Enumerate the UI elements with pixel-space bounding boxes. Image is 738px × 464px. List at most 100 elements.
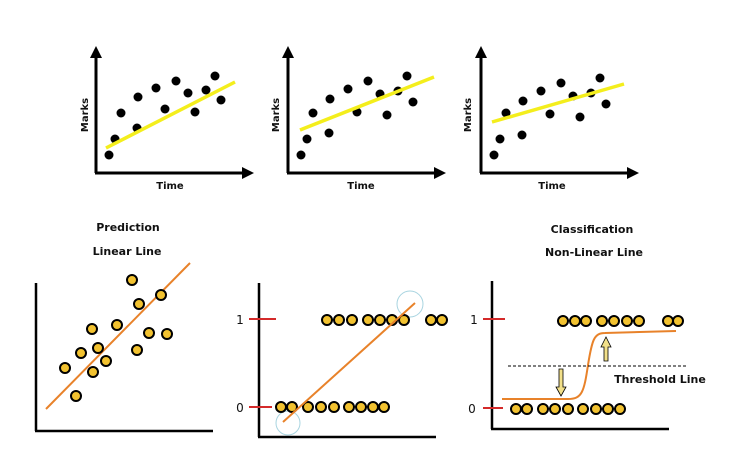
data-point bbox=[378, 401, 390, 413]
data-point bbox=[302, 134, 312, 144]
data-point bbox=[70, 390, 82, 402]
data-point bbox=[86, 323, 98, 335]
data-point bbox=[210, 71, 220, 81]
down-arrow-icon bbox=[555, 368, 567, 397]
data-point bbox=[333, 314, 345, 326]
top-plot-3-xlabel: Time bbox=[538, 181, 566, 192]
regression-line bbox=[491, 82, 625, 124]
data-point bbox=[302, 401, 314, 413]
data-point bbox=[315, 401, 327, 413]
data-point bbox=[489, 150, 499, 160]
data-point bbox=[549, 403, 561, 415]
data-point bbox=[501, 108, 511, 118]
data-point bbox=[580, 315, 592, 327]
data-point bbox=[151, 83, 161, 93]
top-plot-2-ylabel: Marks bbox=[271, 98, 282, 132]
data-point bbox=[425, 314, 437, 326]
data-point bbox=[100, 355, 112, 367]
data-point bbox=[155, 289, 167, 301]
data-point bbox=[601, 99, 611, 109]
prediction-subtitle: Linear Line bbox=[93, 245, 162, 258]
highlight-circle bbox=[275, 410, 301, 436]
data-point bbox=[161, 328, 173, 340]
data-point bbox=[545, 109, 555, 119]
data-point bbox=[614, 403, 626, 415]
data-point bbox=[518, 96, 528, 106]
data-point bbox=[672, 315, 684, 327]
data-point bbox=[556, 78, 566, 88]
data-point bbox=[343, 84, 353, 94]
data-point bbox=[201, 85, 211, 95]
data-point bbox=[363, 76, 373, 86]
middle-tick-1-label: 1 bbox=[236, 313, 244, 327]
up-arrow-icon bbox=[600, 336, 612, 362]
data-point bbox=[633, 315, 645, 327]
top-plot-1-xlabel: Time bbox=[156, 181, 184, 192]
data-point bbox=[537, 403, 549, 415]
classification-tick-0-label: 0 bbox=[468, 402, 476, 416]
data-point bbox=[92, 342, 104, 354]
data-point bbox=[216, 95, 226, 105]
data-point bbox=[104, 150, 114, 160]
data-point bbox=[398, 314, 410, 326]
data-point bbox=[126, 274, 138, 286]
data-point bbox=[595, 73, 605, 83]
data-point bbox=[382, 110, 392, 120]
data-point bbox=[408, 97, 418, 107]
top-plot-2-xlabel: Time bbox=[347, 181, 375, 192]
data-point bbox=[569, 315, 581, 327]
data-point bbox=[275, 401, 287, 413]
data-point bbox=[325, 94, 335, 104]
data-point bbox=[75, 347, 87, 359]
data-point bbox=[143, 327, 155, 339]
classification-title: Classification bbox=[551, 223, 634, 236]
data-point bbox=[517, 130, 527, 140]
data-point bbox=[286, 401, 298, 413]
data-point bbox=[608, 315, 620, 327]
data-point bbox=[374, 314, 386, 326]
data-point bbox=[116, 108, 126, 118]
data-point bbox=[557, 315, 569, 327]
data-point bbox=[521, 403, 533, 415]
data-point bbox=[596, 315, 608, 327]
data-point bbox=[402, 71, 412, 81]
data-point bbox=[59, 362, 71, 374]
data-point bbox=[111, 319, 123, 331]
regression-line bbox=[105, 80, 236, 150]
data-point bbox=[321, 314, 333, 326]
classification-tick-1-label: 1 bbox=[470, 313, 478, 327]
data-point bbox=[346, 314, 358, 326]
data-point bbox=[575, 112, 585, 122]
top-plot-3-ylabel: Marks bbox=[463, 98, 474, 132]
data-point bbox=[183, 88, 193, 98]
top-plot-1-ylabel: Marks bbox=[80, 98, 91, 132]
data-point bbox=[602, 403, 614, 415]
data-point bbox=[171, 76, 181, 86]
data-point bbox=[133, 298, 145, 310]
data-point bbox=[621, 315, 633, 327]
linear-fit-line bbox=[45, 262, 191, 410]
data-point bbox=[577, 403, 589, 415]
data-point bbox=[131, 344, 143, 356]
data-point bbox=[190, 107, 200, 117]
linear-fit-line bbox=[282, 302, 416, 423]
data-point bbox=[590, 403, 602, 415]
middle-tick-0-label: 0 bbox=[236, 401, 244, 415]
data-point bbox=[495, 134, 505, 144]
data-point bbox=[343, 401, 355, 413]
highlight-circle bbox=[396, 290, 424, 318]
data-point bbox=[355, 401, 367, 413]
classification-subtitle: Non-Linear Line bbox=[545, 246, 643, 259]
data-point bbox=[296, 150, 306, 160]
data-point bbox=[536, 86, 546, 96]
threshold-line-label: Threshold Line bbox=[614, 373, 706, 386]
data-point bbox=[160, 104, 170, 114]
data-point bbox=[562, 403, 574, 415]
regression-line bbox=[299, 75, 435, 132]
data-point bbox=[367, 401, 379, 413]
data-point bbox=[362, 314, 374, 326]
data-point bbox=[324, 128, 334, 138]
data-point bbox=[328, 401, 340, 413]
prediction-title: Prediction bbox=[96, 221, 160, 234]
